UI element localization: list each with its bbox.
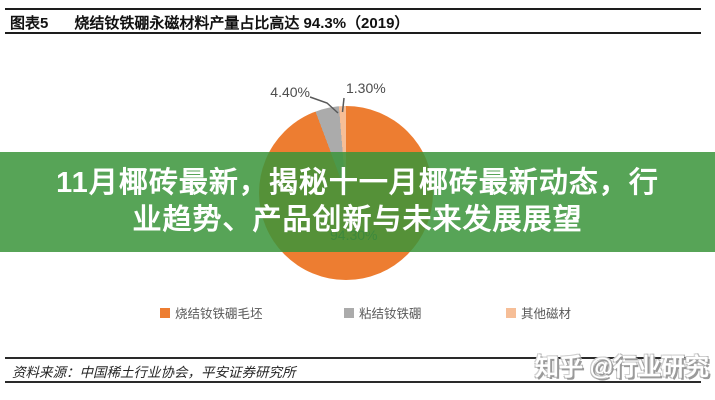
chart-title: 图表5 烧结钕铁硼永磁材料产量占比高达 94.3%（2019） [10,12,409,33]
legend-swatch-sintered-ndfeb [160,307,170,318]
legend-item-sintered-ndfeb: 烧结钕铁硼毛坯 [160,303,263,322]
figure-label: 图表5 [10,15,49,32]
overlay-banner: 11月椰砖最新，揭秘十一月椰砖最新动态，行 业趋势、产品创新与未来发展展望 [0,152,715,252]
header-bottom-rule [5,32,701,34]
footer-top-rule [5,357,701,359]
legend-label: 其他磁材 [521,307,572,321]
figure-title-text: 烧结钕铁硼永磁材料产量占比高达 94.3%（2019） [74,15,410,32]
legend-item-other-magnets: 其他磁材 [506,303,571,322]
watermark: 知乎 @行业研究 [534,354,709,381]
pie-label-other-magnets: 1.30% [346,80,386,96]
banner-line-2: 业趋势、产品创新与未来发展展望 [132,204,583,236]
source-note: 资料来源：中国稀土行业协会，平安证券研究所 [12,365,296,380]
pie-label-bonded-ndfeb: 4.40% [270,84,310,100]
banner-line-1: 11月椰砖最新，揭秘十一月椰砖最新动态，行 [56,167,659,199]
legend-swatch-bonded-ndfeb [344,307,354,318]
legend-label: 烧结钕铁硼毛坯 [175,307,263,321]
legend-label: 粘结钕铁硼 [359,307,422,321]
legend-item-bonded-ndfeb: 粘结钕铁硼 [344,303,422,322]
header-top-rule [5,8,701,10]
footer-bottom-rule [5,381,701,383]
legend-swatch-other-magnets [506,307,516,318]
leader-lines [309,96,345,114]
